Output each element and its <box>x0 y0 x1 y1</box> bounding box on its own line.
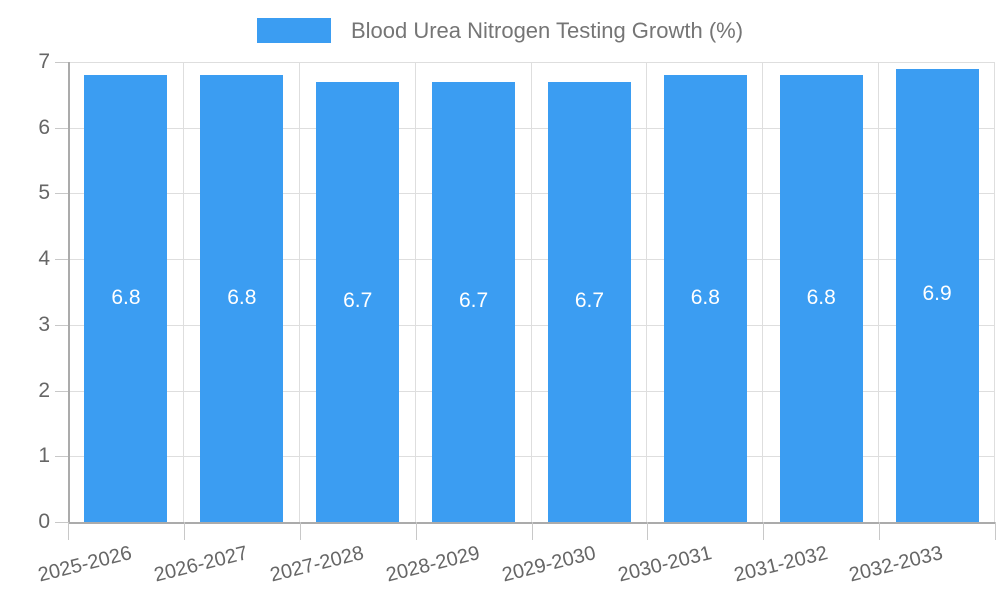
bar-value-label: 6.7 <box>458 288 489 312</box>
y-axis-tick <box>55 127 68 129</box>
y-axis-line <box>68 62 70 522</box>
bar-value-label: 6.8 <box>806 285 836 309</box>
y-axis-label: 3 <box>38 312 50 336</box>
gridline-vertical <box>878 62 880 522</box>
x-axis-tick <box>995 522 996 540</box>
y-axis-label: 1 <box>38 444 50 468</box>
x-axis-tick <box>879 522 881 540</box>
y-axis-tick <box>55 390 68 392</box>
y-axis-label: 4 <box>38 247 50 271</box>
bar-value-label: 6.9 <box>922 282 952 306</box>
x-axis-tick <box>415 522 417 540</box>
y-axis-label: 5 <box>38 181 50 205</box>
gridline-vertical <box>298 62 300 522</box>
bar-value-label: 6.8 <box>690 285 720 309</box>
y-axis-tick <box>55 62 68 63</box>
x-axis-label: 2025-2026 <box>36 542 135 587</box>
gridline-horizontal <box>68 193 995 195</box>
y-axis-label: 0 <box>38 510 50 533</box>
legend-label: Blood Urea Nitrogen Testing Growth (%) <box>350 18 744 43</box>
gridline-vertical <box>182 62 184 522</box>
x-axis-tick <box>68 522 69 540</box>
y-axis-tick <box>55 456 68 458</box>
bar-2031-2032[interactable] <box>779 75 863 522</box>
gridline-horizontal <box>68 456 995 458</box>
x-axis-label: 2030-2031 <box>615 542 714 587</box>
plot-area: 6.8 6.8 6.7 6.7 6.7 6.8 6.8 6.9 <box>68 62 995 524</box>
gridline-horizontal <box>68 259 995 261</box>
x-axis-label: 2031-2032 <box>731 542 830 587</box>
y-axis-label: 7 <box>38 50 50 73</box>
gridline-horizontal <box>68 324 995 326</box>
gridline-vertical <box>414 62 416 522</box>
bar-2030-2031[interactable] <box>663 75 747 522</box>
bar-value-label: 6.8 <box>227 285 257 309</box>
y-axis-label: 6 <box>38 115 50 139</box>
bar-value-label: 6.8 <box>111 285 141 309</box>
x-axis-tick <box>299 522 301 540</box>
bar-2029-2030[interactable] <box>547 81 631 522</box>
gridline-horizontal <box>68 127 995 129</box>
x-axis-label: 2029-2030 <box>499 542 598 587</box>
legend-item[interactable]: Blood Urea Nitrogen Testing Growth (%) <box>0 18 1000 43</box>
x-axis-tick <box>763 522 765 540</box>
x-axis-label: 2028-2029 <box>383 542 482 587</box>
x-axis-tick <box>647 522 649 540</box>
y-axis-tick <box>55 259 68 261</box>
bar-value-label: 6.7 <box>343 288 373 312</box>
x-axis-tick <box>531 522 533 540</box>
gridline-vertical <box>646 62 648 522</box>
y-axis-tick <box>55 324 68 326</box>
x-axis-label: 2027-2028 <box>267 542 367 587</box>
y-axis-tick <box>55 522 68 523</box>
gridline-horizontal <box>68 62 995 63</box>
gridline-vertical <box>762 62 764 522</box>
y-axis-tick <box>55 193 68 195</box>
bar-2025-2026[interactable] <box>84 75 168 522</box>
gridline-vertical <box>994 62 995 522</box>
bar-2026-2027[interactable] <box>200 75 284 522</box>
x-axis-label: 2032-2033 <box>847 542 946 587</box>
x-axis-label: 2026-2027 <box>151 542 251 587</box>
bar-2027-2028[interactable] <box>316 81 400 522</box>
y-axis-label: 2 <box>38 378 50 402</box>
bar-2028-2029[interactable] <box>432 81 516 522</box>
bar-value-label: 6.7 <box>574 288 605 312</box>
gridline-horizontal <box>68 390 995 392</box>
bar-2032-2033[interactable] <box>895 68 979 522</box>
gridline-vertical <box>530 62 532 522</box>
legend-swatch <box>256 18 331 43</box>
x-axis-tick <box>183 522 185 540</box>
